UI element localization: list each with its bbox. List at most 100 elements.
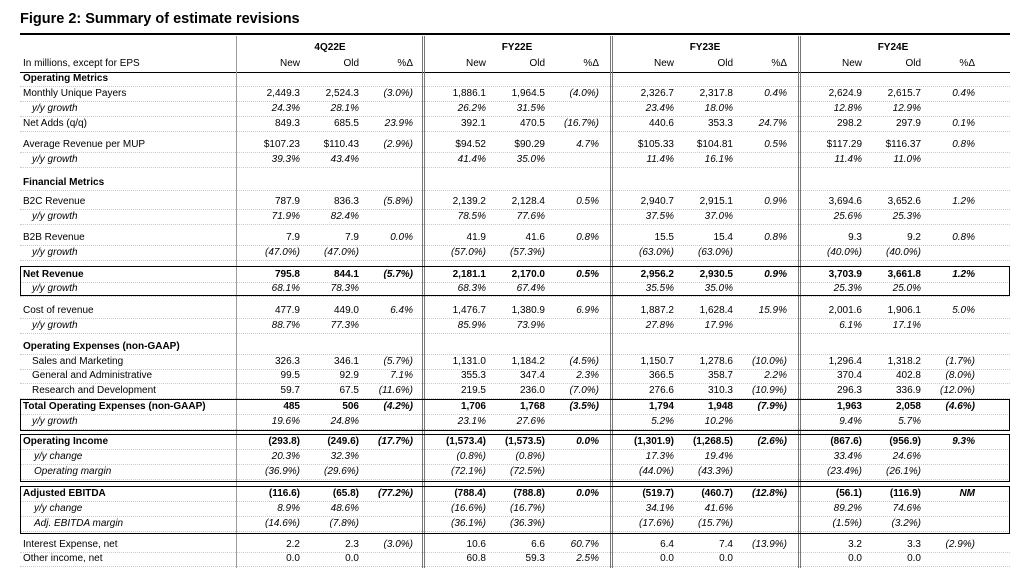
pct-change-value: 0.8% <box>952 139 975 150</box>
old-value: (36.3%) <box>509 518 545 529</box>
new-value: 89.2% <box>833 503 862 514</box>
old-value: 7.9 <box>345 232 359 243</box>
old-value: 0.0 <box>907 553 921 564</box>
period-header: FY23E <box>689 42 721 53</box>
old-value: (26.1%) <box>885 466 921 477</box>
row-label: Operating margin <box>34 466 112 477</box>
pct-change-value: (3.0%) <box>383 88 413 99</box>
old-value: 35.0% <box>516 154 545 165</box>
row-rule <box>20 282 1010 283</box>
row-rule <box>20 131 1010 132</box>
pct-change-value: (4.2%) <box>383 401 413 412</box>
row-label: B2B Revenue <box>23 232 85 243</box>
new-value: (72.1%) <box>450 466 486 477</box>
old-value: 35.0% <box>704 283 733 294</box>
old-value: 236.0 <box>519 385 545 396</box>
pct-change-value: 2.3% <box>576 370 599 381</box>
new-value: 1,794 <box>648 401 674 412</box>
new-value: 795.8 <box>274 269 300 280</box>
pct-change-value: 23.9% <box>384 118 413 129</box>
old-value: 27.6% <box>516 416 545 427</box>
pct-change-value: 5.0% <box>952 305 975 316</box>
pct-change-value: (2.9%) <box>945 539 975 550</box>
pct-change-value: 0.4% <box>764 88 787 99</box>
new-value: 2,624.9 <box>828 88 862 99</box>
old-value: 1,278.6 <box>699 356 733 367</box>
new-value: (1,573.4) <box>445 436 486 447</box>
old-value: 28.1% <box>330 103 359 114</box>
new-value: 24.3% <box>271 103 300 114</box>
new-value: 6.4 <box>660 539 674 550</box>
old-value: 19.4% <box>704 451 733 462</box>
row-rule <box>20 224 1010 225</box>
row-rule <box>20 245 1010 246</box>
pct-change-value: 4.7% <box>576 139 599 150</box>
col-header-pct: %Δ <box>397 58 413 69</box>
old-value: 17.9% <box>704 320 733 331</box>
new-value: (40.0%) <box>826 247 862 258</box>
old-value: 5.7% <box>898 416 921 427</box>
row-rule <box>20 369 1010 370</box>
pct-change-value: 0.8% <box>952 232 975 243</box>
old-value: (72.5%) <box>509 466 545 477</box>
row-label: Cost of revenue <box>23 305 94 316</box>
row-label: Other income, net <box>23 553 103 564</box>
old-value: 92.9 <box>339 370 359 381</box>
row-label: y/y growth <box>32 103 78 114</box>
pct-change-value: (11.6%) <box>378 385 413 396</box>
new-value: 35.5% <box>645 283 674 294</box>
row-label: Net Adds (q/q) <box>23 118 87 129</box>
old-value: 0.0 <box>719 553 733 564</box>
row-rule <box>20 296 1010 297</box>
new-value: (1.5%) <box>832 518 862 529</box>
row-rule <box>20 383 1010 384</box>
old-value: 2,058 <box>895 401 921 412</box>
old-value: 16.1% <box>704 154 733 165</box>
new-value: 440.6 <box>648 118 674 129</box>
new-value: 78.5% <box>457 211 486 222</box>
col-header-new: New <box>465 58 486 69</box>
pct-change-value: 0.5% <box>576 196 599 207</box>
old-value: (788.8) <box>513 488 545 499</box>
new-value: 9.4% <box>839 416 862 427</box>
row-rule <box>20 101 1010 102</box>
old-value: (63.0%) <box>697 247 733 258</box>
old-value: (249.6) <box>327 436 359 447</box>
old-value: (1,573.5) <box>504 436 545 447</box>
old-value: 310.3 <box>707 385 733 396</box>
old-value: 32.3% <box>330 451 359 462</box>
old-value: 25.3% <box>892 211 921 222</box>
period-header: 4Q22E <box>314 42 346 53</box>
top-rule <box>20 33 1010 35</box>
old-value: 0.0 <box>345 553 359 564</box>
row-label: Operating Income <box>23 436 109 447</box>
pct-change-value: (1.7%) <box>945 356 975 367</box>
new-value: 34.1% <box>645 503 674 514</box>
new-value: 6.1% <box>839 320 862 331</box>
old-value: 25.0% <box>892 283 921 294</box>
period-header: FY22E <box>501 42 533 53</box>
pct-change-value: (7.0%) <box>569 385 599 396</box>
old-value: 2,930.5 <box>699 269 733 280</box>
pct-change-value: (10.9%) <box>751 385 787 396</box>
row-label: Net Revenue <box>23 269 84 280</box>
new-value: 5.2% <box>651 416 674 427</box>
new-value: 1,296.4 <box>828 356 862 367</box>
new-value: 2,449.3 <box>266 88 300 99</box>
old-value: (57.3%) <box>509 247 545 258</box>
old-value: 37.0% <box>704 211 733 222</box>
old-value: 7.4 <box>719 539 733 550</box>
old-value: 82.4% <box>330 211 359 222</box>
new-value: 11.4% <box>646 154 674 165</box>
row-rule <box>20 552 1010 553</box>
pct-change-value: 24.7% <box>758 118 787 129</box>
new-value: 60.8 <box>466 553 486 564</box>
pct-change-value: 0.0% <box>576 436 599 447</box>
old-value: 6.6 <box>531 539 545 550</box>
new-value: 477.9 <box>274 305 300 316</box>
col-header-old: Old <box>905 58 921 69</box>
old-value: 506 <box>342 401 359 412</box>
pct-change-value: (5.8%) <box>383 196 413 207</box>
old-value: 1,628.4 <box>699 305 733 316</box>
new-value: 1,706 <box>460 401 486 412</box>
